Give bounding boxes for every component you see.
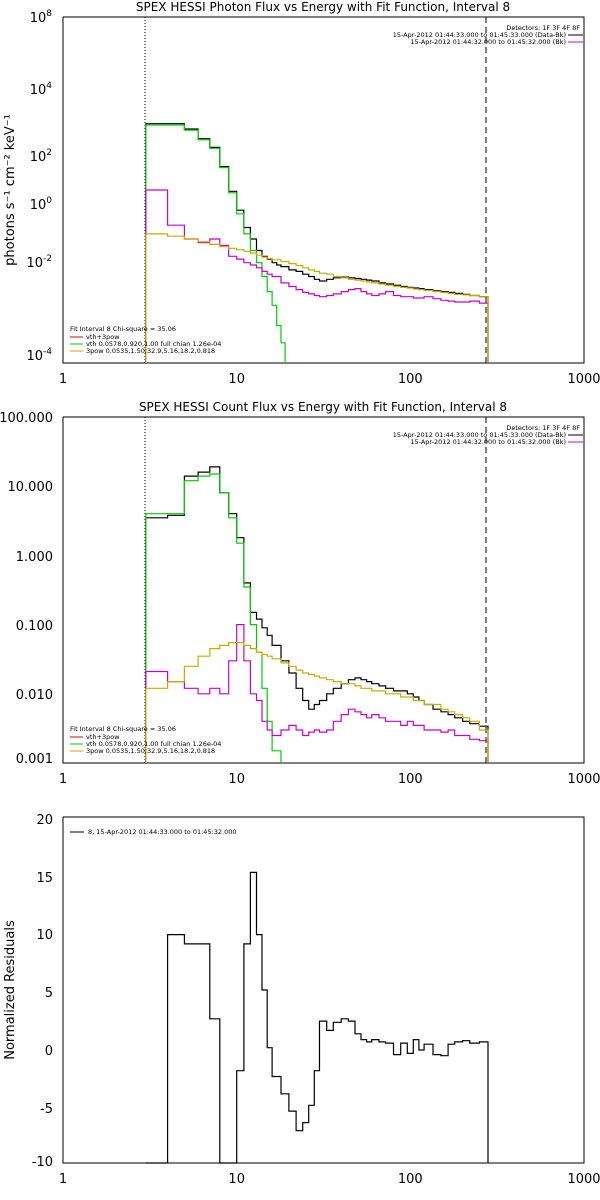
photon-x-tick-label: 1000 [567,372,600,387]
count-series-group [145,466,489,763]
residuals-y-tick-label: -10 [32,1155,53,1170]
count-plot-frame [62,416,585,764]
photon-header-text: Detectors: 1F 3F 4F 8F 15-Apr-2012 01:44… [393,24,583,46]
photon-fit-info: Fit Interval 8 Chi-square = 35.06 [70,325,176,333]
photon-legend-label: vth 0.0578,0.920,1.00 full chian 1.26e-0… [86,340,221,348]
residuals-x-tick-label: 10 [228,1172,245,1187]
count-y-tick-label: 0.100 [16,619,53,634]
count-x-tick-label: 1000 [567,772,600,787]
count-x-tick-label: 1 [59,772,67,787]
count-chart-title: SPEX HESSI Count Flux vs Energy with Fit… [139,400,507,414]
residuals-y-axis-label: Normalized Residuals [3,920,18,1060]
photon-series-group [145,123,489,363]
series-line [145,123,489,363]
residuals-y-tick-label: 20 [36,813,53,828]
count-legend-label: vth 0.0578,0.920,1.00 full chian 1.26e-0… [86,740,221,748]
photon-plot-frame [62,16,585,364]
series-line [145,124,286,363]
series-line [145,473,282,763]
count-legend-label: 3pow 0.0535,1.50,32.9,5.16,18.2,0.818 [86,747,215,755]
series-line [145,871,489,1164]
residuals-y-tick-label: -5 [40,1102,53,1117]
count-y-tick-label: 1.000 [16,550,53,565]
residuals-panel: 1 10 100 1000 20 15 10 5 0 -5 -10 Normal… [3,813,600,1187]
residuals-x-tick-label: 1000 [567,1172,600,1187]
count-legend-label: vth+3pow [86,733,120,741]
residuals-legend-label: 8, 15-Apr-2012 01:44:33.000 to 01:45:32.… [88,828,237,836]
series-line [145,233,489,363]
count-y-tick-label: 0.010 [16,688,53,703]
photon-y-tick-label: 10-4 [26,347,52,364]
count-legend: Fit Interval 8 Chi-square = 35.06 vth+3p… [70,725,221,755]
residuals-legend: 8, 15-Apr-2012 01:44:33.000 to 01:45:32.… [70,828,237,836]
photon-x-ticks: 1 10 100 1000 [59,372,600,387]
photon-legend-label: vth+3pow [86,333,120,341]
count-x-tick-label: 10 [228,772,245,787]
photon-bk-interval-label: 15-Apr-2012 01:44:32.000 to 01:45:32.000… [410,38,566,46]
residuals-x-ticks: 1 10 100 1000 [59,1172,600,1187]
count-fit-info: Fit Interval 8 Chi-square = 35.06 [70,725,176,733]
residuals-x-tick-label: 1 [59,1172,67,1187]
series-line [145,642,489,763]
photon-y-tick-label: 108 [30,9,53,26]
count-detectors-label: Detectors: 1F 3F 4F 8F [506,424,580,432]
residuals-y-tick-label: 10 [36,928,53,943]
count-y-ticks: 100.000 10.000 1.000 0.100 0.010 0.001 [0,411,53,767]
residuals-y-tick-label: 15 [36,871,53,886]
photon-y-tick-label: 102 [30,148,52,165]
photon-x-tick-label: 10 [228,372,245,387]
photon-y-ticks: 108 104 102 100 10-2 10-4 [26,9,52,364]
residuals-plot-frame [62,816,585,1164]
residuals-x-tick-label: 100 [398,1172,423,1187]
count-x-ticks: 1 10 100 1000 [59,772,600,787]
count-y-tick-label: 0.001 [16,752,53,767]
series-line [145,466,489,763]
photon-x-tick-label: 100 [398,372,423,387]
count-header-text: Detectors: 1F 3F 4F 8F 15-Apr-2012 01:44… [393,424,583,446]
photon-x-tick-label: 1 [59,372,67,387]
photon-legend-label: 3pow 0.0535,1.50,32.9,5.16,18.2,0.818 [86,347,215,355]
count-data-interval-label: 15-Apr-2012 01:44:33.000 to 01:45:33.000… [393,431,566,439]
photon-y-tick-label: 100 [30,196,53,213]
series-line [145,624,489,763]
count-y-tick-label: 100.000 [0,411,53,426]
count-y-tick-label: 10.000 [8,480,54,495]
photon-legend: Fit Interval 8 Chi-square = 35.06 vth+3p… [70,325,221,355]
residuals-series-group [145,871,489,1164]
photon-detectors-label: Detectors: 1F 3F 4F 8F [506,24,580,32]
residuals-y-tick-label: 5 [45,986,53,1001]
residuals-y-ticks: 20 15 10 5 0 -5 -10 [32,813,53,1170]
photon-y-tick-label: 104 [30,81,53,98]
photon-chart-title: SPEX HESSI Photon Flux vs Energy with Fi… [136,0,510,14]
photon-data-interval-label: 15-Apr-2012 01:44:33.000 to 01:45:33.000… [393,31,566,39]
photon-flux-panel: SPEX HESSI Photon Flux vs Energy with Fi… [3,0,600,387]
count-bk-interval-label: 15-Apr-2012 01:44:32.000 to 01:45:32.000… [410,438,566,446]
count-x-tick-label: 100 [398,772,423,787]
count-flux-panel: SPEX HESSI Count Flux vs Energy with Fit… [0,400,600,787]
photon-y-axis-label: photons s⁻¹ cm⁻² keV⁻¹ [3,114,18,266]
series-line [145,189,489,363]
photon-y-tick-label: 10-2 [26,254,52,271]
residuals-y-tick-label: 0 [45,1044,53,1059]
